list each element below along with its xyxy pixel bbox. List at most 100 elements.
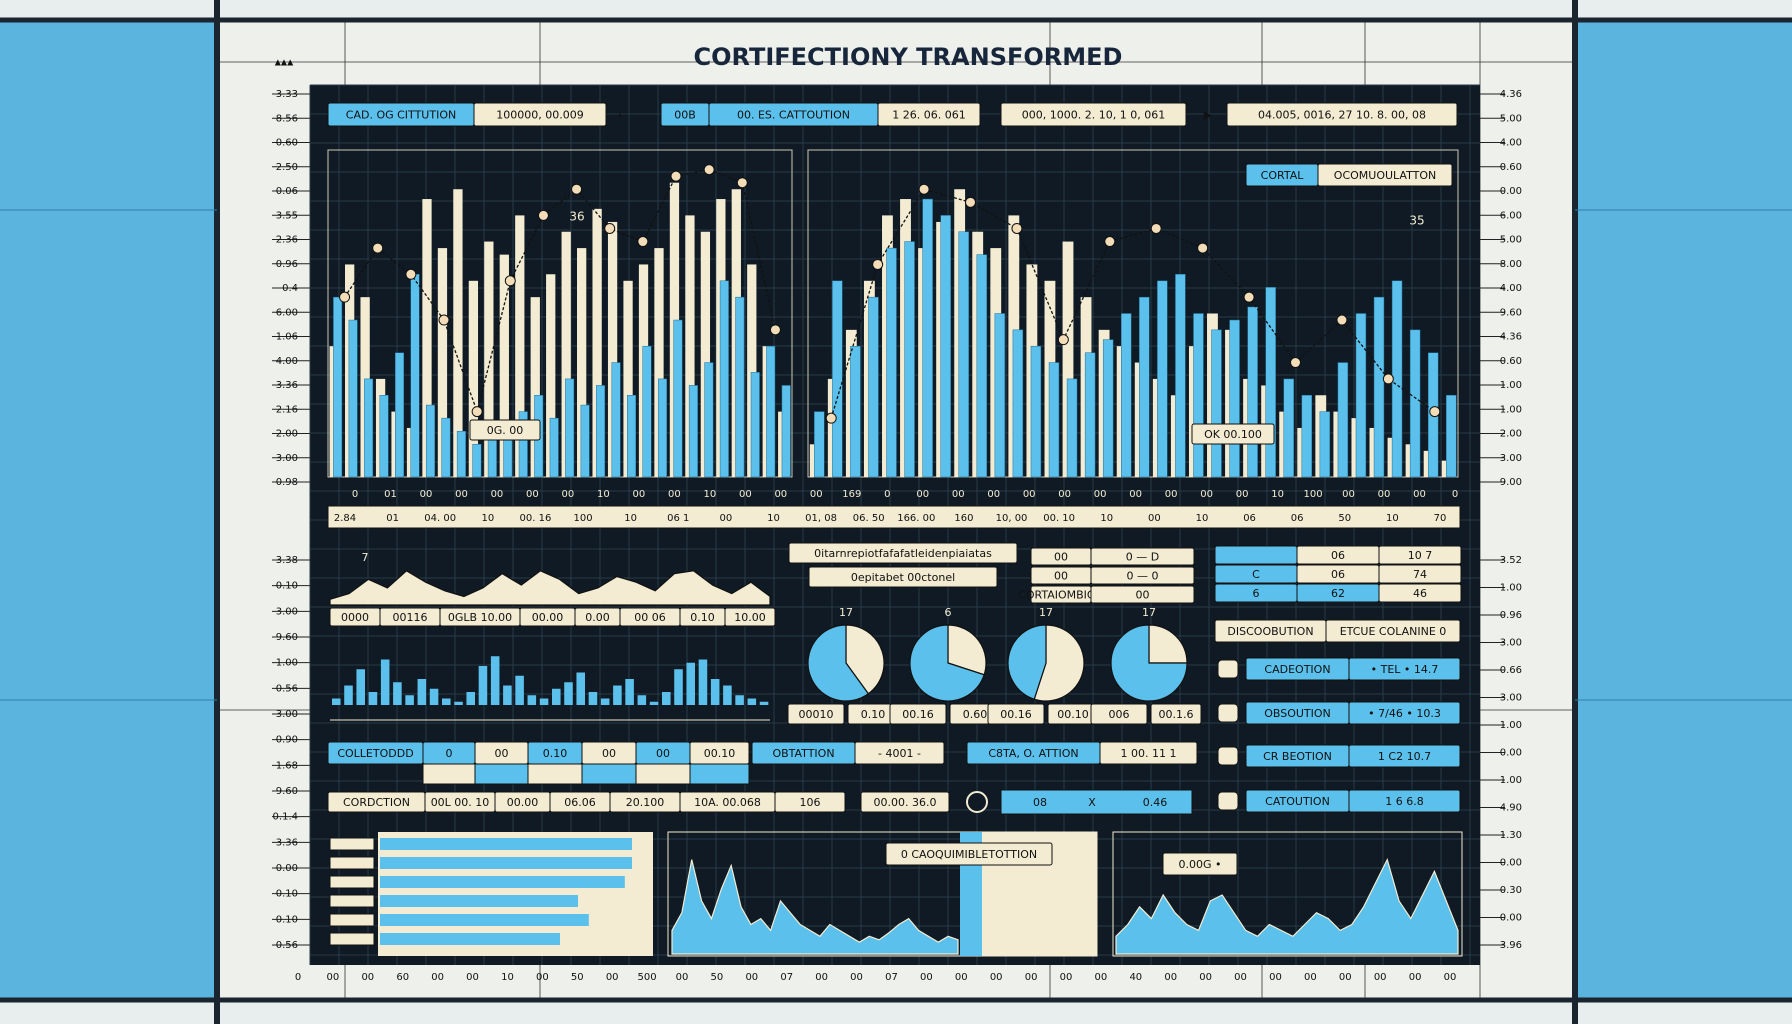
bar <box>442 698 451 705</box>
bar <box>576 672 585 705</box>
x-band-label: 10 <box>481 513 494 524</box>
bar <box>662 692 671 705</box>
chip <box>808 566 998 588</box>
bar <box>1355 313 1367 478</box>
bar <box>429 688 439 705</box>
x-label: 00 <box>1200 489 1213 500</box>
axis-label: 1.00 <box>1500 720 1522 731</box>
cell <box>581 763 637 785</box>
x-label: 00 <box>1025 972 1038 983</box>
cell <box>689 763 750 785</box>
label-box <box>329 837 375 851</box>
x-label: 07 <box>780 972 793 983</box>
bar <box>368 692 378 705</box>
chip-text: OBSOUTION <box>1264 707 1331 720</box>
x-label: 500 <box>638 972 657 983</box>
chip <box>1226 102 1458 127</box>
x-label: 00 <box>1094 489 1107 500</box>
chip <box>1162 852 1238 876</box>
axis-label: 0.90 <box>276 735 298 746</box>
x-label: 00 <box>952 489 965 500</box>
chip <box>469 419 541 441</box>
axis-label: 0.00 <box>1500 858 1522 869</box>
bar <box>468 280 479 477</box>
bar <box>453 189 463 478</box>
point <box>703 164 715 176</box>
axis-label: 1.00 <box>1500 775 1522 786</box>
chip <box>889 703 947 725</box>
axis-label: 3.00 <box>276 709 298 720</box>
bar <box>654 248 664 477</box>
bar <box>700 231 711 477</box>
bar <box>539 698 549 705</box>
x-label: 00 <box>1374 972 1387 983</box>
x-band-label: 06 <box>1291 513 1304 524</box>
chip <box>1317 163 1453 187</box>
bar <box>673 319 683 478</box>
axis-label: 8.00 <box>1500 259 1522 270</box>
x-label: 0 <box>295 972 301 983</box>
bar <box>466 692 475 705</box>
x-label: 00 <box>327 972 340 983</box>
point <box>769 324 781 336</box>
side-panel <box>0 0 217 1024</box>
icon <box>1217 703 1239 723</box>
axis-label: 4.00 <box>1500 138 1522 149</box>
x-label: 00 <box>955 972 968 983</box>
x-label: 00 <box>1023 489 1036 500</box>
point <box>736 177 748 189</box>
axis-label: 2.00 <box>1500 429 1522 440</box>
bar <box>380 914 589 926</box>
axis-label: 3.55 <box>276 210 298 221</box>
bar <box>642 345 652 478</box>
x-band-label: 166. 00 <box>897 513 935 524</box>
line <box>830 188 1436 419</box>
bar <box>490 656 500 705</box>
x-label: 0 <box>352 489 358 500</box>
bar <box>1084 352 1096 478</box>
point <box>1011 222 1023 234</box>
chip-text: 1 26. 06. 061 <box>892 109 965 122</box>
bar <box>356 669 365 705</box>
bar <box>710 679 720 705</box>
chip-text: CORTAIOMBION <box>1018 589 1104 602</box>
axis-label: 0.10 <box>276 581 298 592</box>
bar <box>564 682 573 705</box>
axis-label: 0.00 <box>1500 913 1522 924</box>
axis-label: 2.36 <box>276 235 298 246</box>
chip-text: 0 — D <box>1126 551 1159 564</box>
x-label: 00 <box>420 489 433 500</box>
bar <box>627 395 637 478</box>
x-label: 00 <box>536 972 549 983</box>
chip <box>1191 423 1275 445</box>
bar <box>422 199 432 478</box>
x-label: 00 <box>431 972 444 983</box>
x-label: 00 <box>1304 972 1317 983</box>
bar <box>425 404 435 478</box>
x-band-label: 00 <box>1148 513 1161 524</box>
chip <box>1000 789 1193 815</box>
bar <box>484 241 494 477</box>
bar <box>759 701 769 705</box>
x-label: 00 <box>676 972 689 983</box>
cell <box>422 763 476 785</box>
bar <box>344 685 353 705</box>
chip-text: 00L 00. 10 <box>431 796 490 809</box>
chip-text: 46 <box>1413 587 1427 600</box>
icon <box>966 791 988 813</box>
chip-text: 0.10 <box>690 611 715 624</box>
bar <box>380 895 578 907</box>
bar <box>1265 287 1276 478</box>
pie-label: 17 <box>839 606 853 619</box>
point <box>504 275 516 287</box>
bar <box>395 352 405 478</box>
chip-text: 06.06 <box>564 796 596 809</box>
bar <box>611 362 621 478</box>
bar <box>380 933 560 945</box>
chip-text: 00B <box>674 109 696 122</box>
point <box>438 314 450 326</box>
bar <box>657 378 667 478</box>
bar <box>747 264 757 477</box>
bar <box>1229 319 1240 478</box>
bar <box>994 313 1006 478</box>
